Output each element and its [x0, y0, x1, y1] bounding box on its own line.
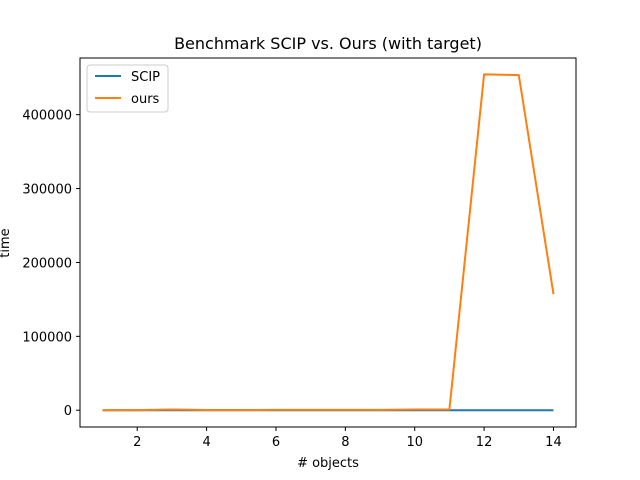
x-tick-label: 6: [272, 435, 280, 450]
x-tick-label: 14: [545, 435, 562, 450]
chart-title: Benchmark SCIP vs. Ours (with target): [174, 34, 482, 53]
y-tick-label: 100000: [22, 330, 72, 345]
x-tick-label: 8: [341, 435, 349, 450]
series-line-ours: [102, 73, 555, 412]
y-axis-label: time: [0, 228, 13, 257]
y-tick-label: 0: [64, 404, 72, 419]
plot-area: [102, 73, 555, 412]
axis-ticks: 2 4 6 8 10 12 14 0 100000 200000 300000 400000: [22, 109, 561, 450]
y-tick-label: 300000: [22, 183, 72, 198]
y-tick-label: 200000: [22, 256, 72, 271]
legend-label-scip: SCIP: [131, 70, 160, 85]
x-tick-label: 10: [406, 435, 423, 450]
axes-frame: [79, 57, 577, 428]
legend-label-ours: ours: [131, 92, 160, 107]
y-tick-label: 400000: [22, 109, 72, 124]
x-axis-label: # objects: [297, 456, 359, 471]
x-tick-label: 2: [133, 435, 141, 450]
x-tick-label: 4: [202, 435, 210, 450]
x-tick-label: 12: [476, 435, 493, 450]
legend: SCIP ours: [86, 64, 169, 113]
